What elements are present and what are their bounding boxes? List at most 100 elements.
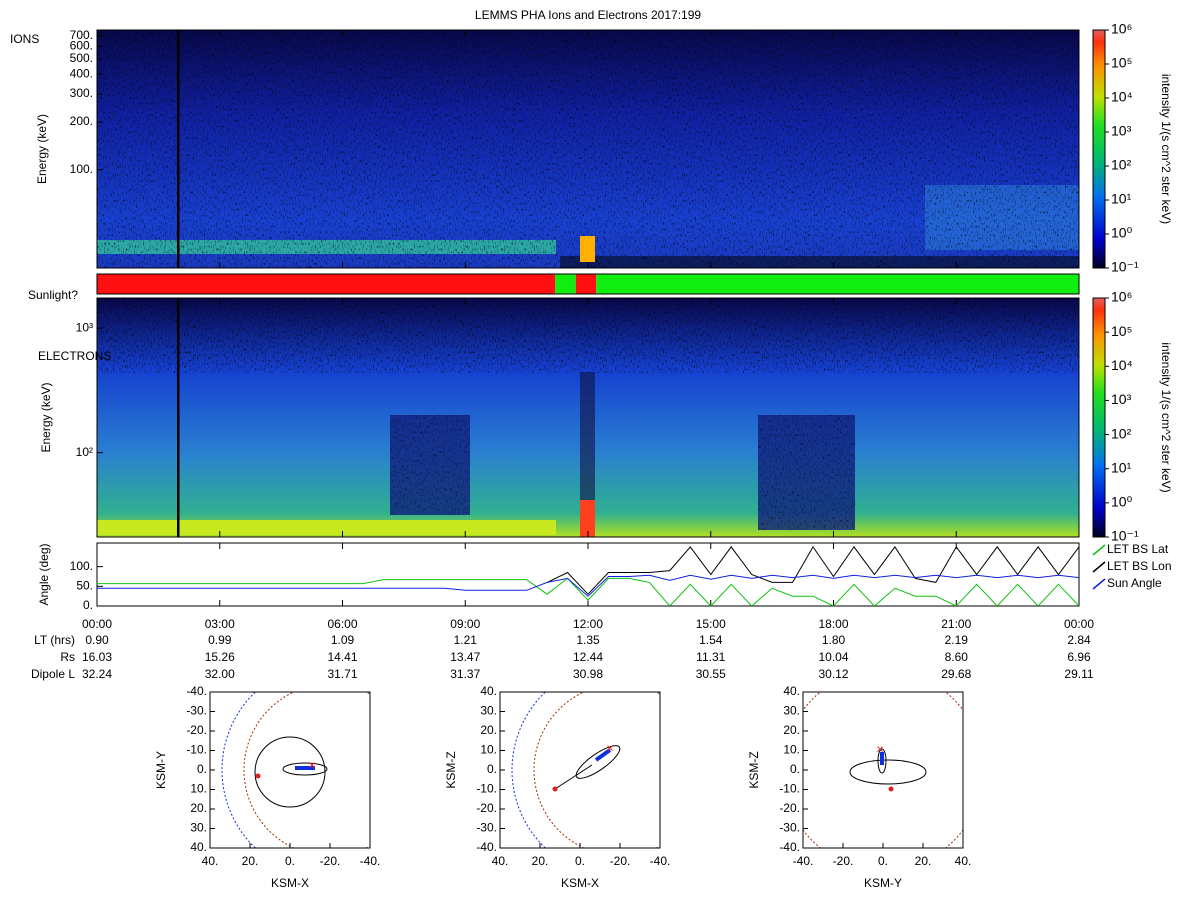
y-tick-label: 50. bbox=[76, 578, 93, 592]
legend-label: LET BS Lat bbox=[1107, 542, 1169, 556]
x-tick-label: 0. bbox=[575, 854, 585, 868]
y-axis-label: Energy (keV) bbox=[35, 114, 49, 184]
row-value: 32.00 bbox=[205, 667, 235, 681]
y-tick-label: 30. bbox=[480, 704, 497, 718]
sunlight-segment bbox=[596, 274, 1079, 294]
y-tick-label: -20. bbox=[476, 801, 497, 815]
colorbar-tick-label: 10² bbox=[1111, 157, 1132, 173]
y-tick-label: 40. bbox=[480, 684, 497, 698]
x-axis-label: KSM-Y bbox=[864, 876, 902, 890]
x-tick-label: 03:00 bbox=[205, 617, 235, 631]
colorbar-label: intensity 1/(s cm^2 ster keV) bbox=[1159, 342, 1173, 492]
y-tick-label: -40. bbox=[476, 840, 497, 854]
row-value: 29.68 bbox=[941, 667, 971, 681]
legend-swatch bbox=[1092, 578, 1106, 590]
chart-title: LEMMS PHA Ions and Electrons 2017:199 bbox=[475, 8, 701, 22]
row-value: 31.37 bbox=[450, 667, 480, 681]
y-tick-label: -40. bbox=[186, 684, 207, 698]
colorbar-label: intensity 1/(s cm^2 ster keV) bbox=[1159, 74, 1173, 224]
y-tick-label: -10. bbox=[476, 782, 497, 796]
colorbar-tick-label: 10⁴ bbox=[1111, 357, 1133, 373]
sunlight-segment bbox=[97, 274, 556, 294]
x-tick-label: 06:00 bbox=[327, 617, 357, 631]
row-value: 10.04 bbox=[818, 650, 848, 664]
colorbar-tick-label: 10⁶ bbox=[1111, 289, 1132, 305]
row-value: 2.19 bbox=[945, 633, 969, 647]
plot-frame bbox=[802, 691, 964, 849]
row-value: 32.24 bbox=[82, 667, 112, 681]
x-tick-label: 40. bbox=[492, 854, 509, 868]
row-value: 29.11 bbox=[1064, 667, 1093, 681]
x-tick-label: 00:00 bbox=[82, 617, 112, 631]
x-axis-label: KSM-X bbox=[271, 876, 309, 890]
y-tick-label: 300. bbox=[70, 86, 93, 100]
panel-label: IONS bbox=[10, 32, 39, 46]
panel-label: Sunlight? bbox=[28, 288, 78, 302]
row-value: 1.35 bbox=[576, 633, 600, 647]
y-tick-label: 0. bbox=[83, 598, 93, 612]
row-value: 0.90 bbox=[85, 633, 109, 647]
y-tick-label: 20. bbox=[190, 801, 207, 815]
x-axis-label: KSM-X bbox=[561, 876, 599, 890]
row-value: 1.80 bbox=[822, 633, 846, 647]
colorbar-tick-label: 10³ bbox=[1111, 123, 1132, 139]
y-tick-label: 400. bbox=[70, 66, 93, 80]
y-tick-label: 0. bbox=[487, 762, 497, 776]
y-tick-label: -30. bbox=[779, 821, 800, 835]
row-value: 8.60 bbox=[945, 650, 969, 664]
x-tick-label: 18:00 bbox=[818, 617, 848, 631]
legend-label: LET BS Lon bbox=[1107, 559, 1172, 573]
y-tick-label: -30. bbox=[476, 821, 497, 835]
row-value: 14.41 bbox=[327, 650, 357, 664]
y-tick-label: 40. bbox=[783, 684, 800, 698]
y-axis-label: Energy (keV) bbox=[39, 382, 53, 452]
x-tick-label: -40. bbox=[793, 854, 814, 868]
x-tick-label: 20. bbox=[242, 854, 259, 868]
y-tick-label: 10. bbox=[480, 743, 497, 757]
x-tick-label: 15:00 bbox=[696, 617, 726, 631]
row-value: 12.44 bbox=[573, 650, 603, 664]
plot-frame bbox=[96, 273, 1080, 295]
y-tick-label: 30. bbox=[783, 704, 800, 718]
plot-frame bbox=[499, 691, 661, 849]
row-value: 1.09 bbox=[331, 633, 355, 647]
y-tick-label: 20. bbox=[783, 723, 800, 737]
colorbar-tick-label: 10⁰ bbox=[1111, 494, 1133, 510]
line-series bbox=[546, 545, 1079, 595]
legend-swatch bbox=[1092, 544, 1106, 556]
colorbar-tick-label: 10⁴ bbox=[1111, 89, 1133, 105]
row-value: 30.55 bbox=[696, 667, 726, 681]
y-tick-label: -40. bbox=[779, 840, 800, 854]
y-tick-label: -10. bbox=[779, 782, 800, 796]
electron-spectrogram bbox=[97, 298, 1079, 537]
row-value: 30.98 bbox=[573, 667, 603, 681]
legend-swatch bbox=[1092, 561, 1106, 573]
y-tick-label: -20. bbox=[186, 723, 207, 737]
sunlight-segment bbox=[555, 274, 576, 294]
x-tick-label: 40. bbox=[202, 854, 219, 868]
row-value: 0.99 bbox=[208, 633, 232, 647]
x-tick-label: 12:00 bbox=[573, 617, 603, 631]
x-tick-label: 40. bbox=[955, 854, 972, 868]
x-tick-label: 0. bbox=[285, 854, 295, 868]
row-value: 16.03 bbox=[82, 650, 112, 664]
row-value: 13.47 bbox=[450, 650, 480, 664]
colorbar bbox=[1092, 297, 1106, 538]
legend-label: Sun Angle bbox=[1107, 576, 1162, 590]
y-tick-label: 40. bbox=[190, 840, 207, 854]
y-tick-label: 100. bbox=[70, 162, 93, 176]
colorbar-tick-label: 10⁻¹ bbox=[1111, 259, 1139, 275]
row-value: 31.71 bbox=[327, 667, 357, 681]
x-tick-label: -20. bbox=[833, 854, 854, 868]
colorbar-tick-label: 10⁵ bbox=[1111, 323, 1132, 339]
sunlight-segment bbox=[575, 274, 597, 294]
y-tick-label: 700. bbox=[70, 28, 93, 42]
orbit-drawing: × bbox=[803, 692, 963, 848]
row-label: Rs bbox=[60, 650, 75, 664]
y-tick-label: 200. bbox=[70, 114, 93, 128]
x-tick-label: -40. bbox=[650, 854, 671, 868]
colorbar-tick-label: 10¹ bbox=[1111, 459, 1132, 475]
y-tick-label: 30. bbox=[190, 821, 207, 835]
